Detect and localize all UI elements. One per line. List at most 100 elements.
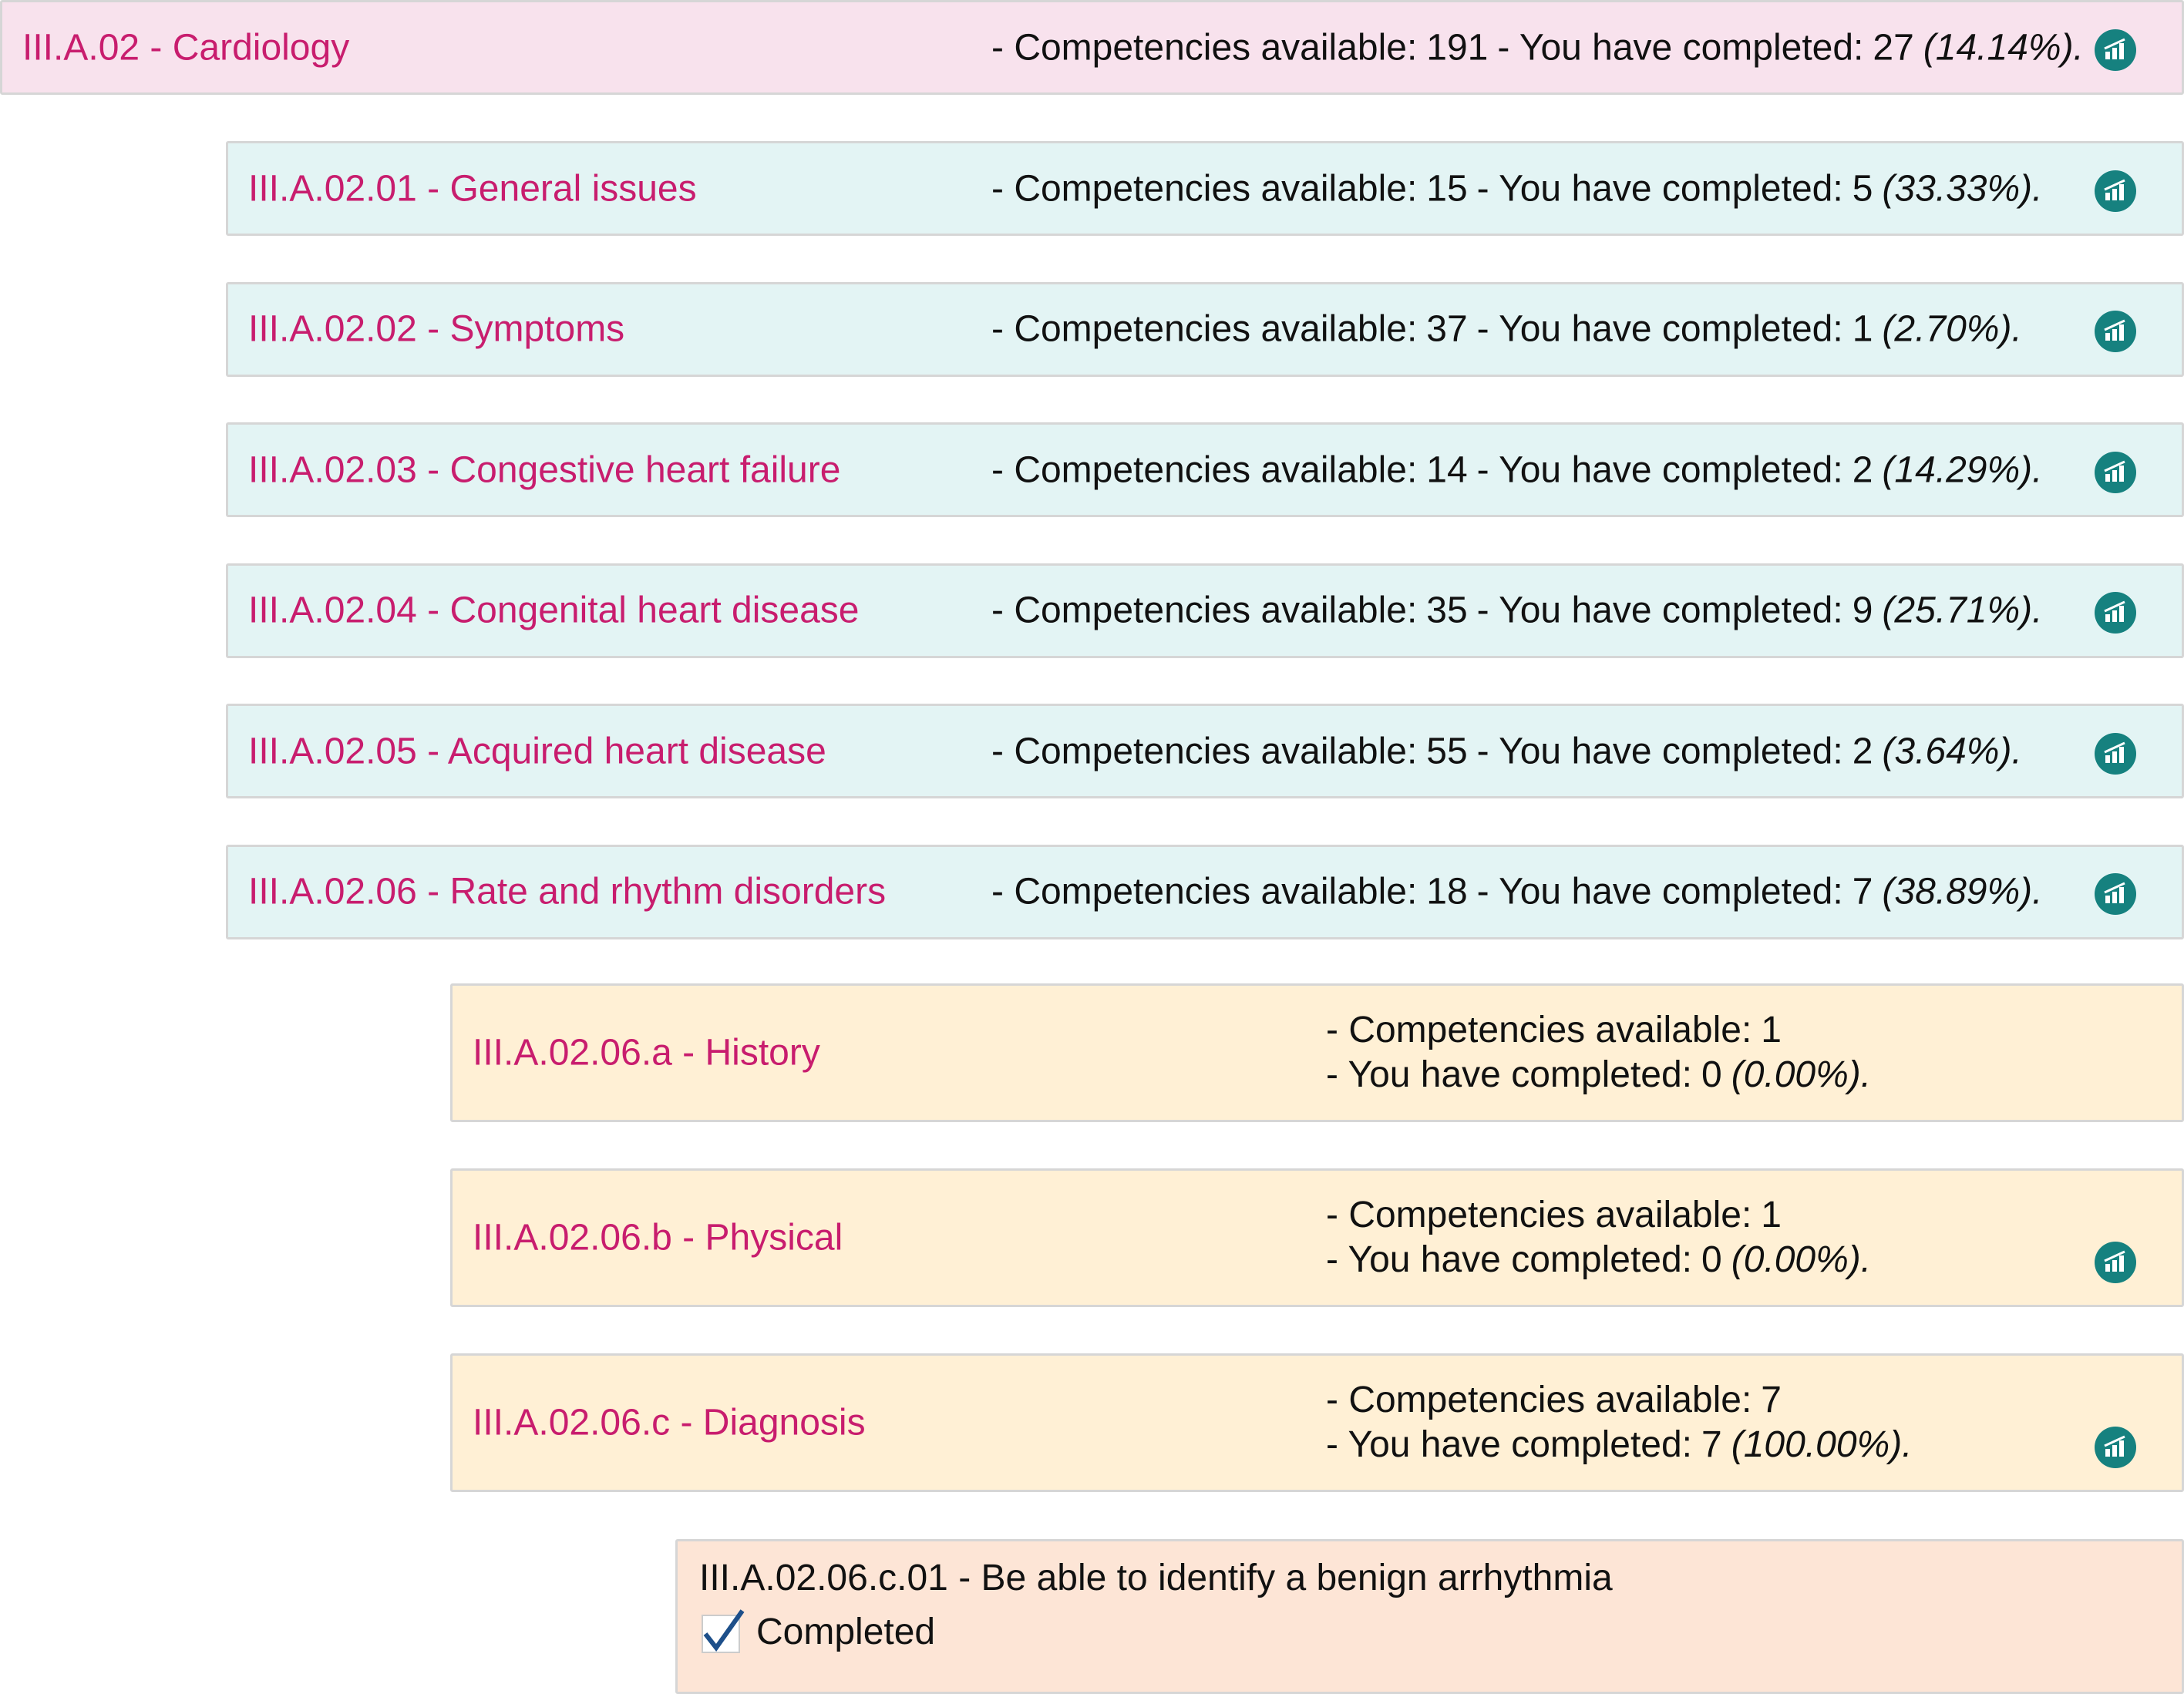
completed-label: - You have completed: (1326, 1054, 1693, 1095)
report-icon[interactable] (2094, 732, 2137, 775)
completed-label: - You have completed: (1326, 1239, 1693, 1280)
report-icon[interactable] (2094, 170, 2137, 213)
stats-line: - You have completed: 0 (0.00%). (1326, 1053, 1880, 1097)
stats-line: - You have completed: 7 (100.00%). (1326, 1423, 1922, 1467)
available-label: - Competencies available: (1326, 1380, 1752, 1420)
percent: (100.00%). (1731, 1424, 1913, 1465)
report-icon[interactable] (2094, 1426, 2137, 1469)
report-icon[interactable] (2094, 1241, 2137, 1284)
topic-title[interactable]: III.A.02.06.b - Physical (473, 1217, 843, 1259)
stats-line: - You have completed: 0 (0.00%). (1326, 1238, 1880, 1282)
topic-title[interactable]: III.A.02.06.a - History (473, 1032, 820, 1074)
available-count: 1 (1761, 1195, 1782, 1235)
completed-label: - You have completed: (1476, 449, 1843, 490)
topic-row: III.A.02.06 - Rate and rhythm disorders -… (226, 844, 2184, 939)
status-text: Completed (756, 1611, 936, 1652)
topic-row: III.A.02.04 - Congenital heart disease - … (226, 563, 2184, 658)
stats: - Competencies available: 7- You have com… (1326, 1378, 1922, 1467)
available-label: - Competencies available: (991, 449, 1418, 490)
percent: (2.70%). (1882, 308, 2022, 350)
percent: (38.89%). (1882, 871, 2043, 913)
percent: (0.00%). (1731, 1239, 1872, 1280)
completed-count: 27 (1873, 27, 1914, 68)
stats: - Competencies available: 191- You have c… (991, 26, 2093, 69)
percent: (25.71%). (1882, 590, 2043, 631)
topic-row: III.A.02.06.c - Diagnosis - Competencies … (450, 1353, 2184, 1492)
available-count: 14 (1426, 449, 1468, 490)
topic-title[interactable]: III.A.02.05 - Acquired heart disease (248, 731, 826, 771)
completed-label: - You have completed: (1326, 1424, 1693, 1465)
completed-count: 0 (1701, 1239, 1722, 1280)
completed-count: 2 (1852, 449, 1873, 490)
topic-title[interactable]: III.A.02.04 - Congenital heart disease (248, 590, 860, 631)
completed-label: - You have completed: (1476, 168, 1843, 209)
available-count: 7 (1761, 1380, 1782, 1420)
available-count: 55 (1426, 731, 1468, 771)
available-label: - Competencies available: (1326, 1010, 1752, 1050)
available-count: 1 (1761, 1010, 1782, 1050)
report-icon[interactable] (2094, 451, 2137, 494)
completed-count: 5 (1852, 168, 1873, 209)
stats-line: - Competencies available: 7 (1326, 1378, 1922, 1423)
stats: - Competencies available: 18- You have co… (991, 871, 2052, 913)
available-count: 37 (1426, 308, 1468, 350)
available-label: - Competencies available: (991, 871, 1418, 913)
report-icon[interactable] (2094, 310, 2137, 353)
completed-label: - You have completed: (1476, 308, 1843, 350)
competency-row: III.A.02.06.c.01 - Be able to identify a… (675, 1539, 2184, 1694)
available-label: - Competencies available: (991, 168, 1418, 209)
percent: (33.33%). (1882, 168, 2043, 209)
completed-count: 7 (1701, 1424, 1722, 1465)
stats-line: - Competencies available: 1 (1326, 1193, 1880, 1238)
topic-row: III.A.02 - Cardiology - Competencies avai… (0, 0, 2184, 95)
topic-row: III.A.02.05 - Acquired heart disease - Co… (226, 704, 2184, 798)
topic-row: III.A.02.03 - Congestive heart failure - … (226, 422, 2184, 517)
completed-count: 2 (1852, 731, 1873, 771)
percent: (14.14%). (1923, 27, 2084, 68)
percent: (14.29%). (1882, 449, 2043, 490)
available-count: 191 (1426, 27, 1489, 68)
stats: - Competencies available: 1- You have com… (1326, 1008, 1880, 1097)
completed-count: 0 (1701, 1054, 1722, 1095)
check-icon (702, 1609, 745, 1653)
available-label: - Competencies available: (991, 308, 1418, 350)
stats: - Competencies available: 15- You have co… (991, 167, 2052, 210)
stats: - Competencies available: 1- You have com… (1326, 1193, 1880, 1282)
completed-count: 1 (1852, 308, 1873, 350)
completed-label: - You have completed: (1497, 27, 1864, 68)
topic-title[interactable]: III.A.02.03 - Congestive heart failure (248, 449, 841, 490)
topic-title[interactable]: III.A.02 - Cardiology (22, 27, 350, 68)
stats: - Competencies available: 37- You have co… (991, 308, 2031, 351)
report-icon[interactable] (2094, 29, 2137, 72)
topic-title[interactable]: III.A.02.01 - General issues (248, 168, 697, 209)
topic-row: III.A.02.02 - Symptoms - Competencies ava… (226, 281, 2184, 377)
completed-label: - You have completed: (1476, 590, 1843, 631)
topic-row: III.A.02.06.b - Physical - Competencies a… (450, 1168, 2184, 1307)
completed-count: 7 (1852, 871, 1873, 913)
completed-label: - You have completed: (1476, 871, 1843, 913)
stats: - Competencies available: 55- You have co… (991, 730, 2031, 772)
report-icon[interactable] (2094, 872, 2137, 916)
percent: (3.64%). (1882, 731, 2022, 771)
topic-row: III.A.02.06.a - History - Competencies av… (450, 983, 2184, 1122)
stats: - Competencies available: 14- You have co… (991, 449, 2052, 491)
report-icon[interactable] (2094, 591, 2137, 634)
available-label: - Competencies available: (1326, 1195, 1752, 1235)
available-count: 35 (1426, 590, 1468, 631)
stats-line: - Competencies available: 1 (1326, 1008, 1880, 1053)
completed-label: - You have completed: (1476, 731, 1843, 771)
topic-row: III.A.02.01 - General issues - Competenci… (226, 141, 2184, 236)
available-count: 15 (1426, 168, 1468, 209)
available-label: - Competencies available: (991, 731, 1418, 771)
available-label: - Competencies available: (991, 27, 1418, 68)
stats: - Competencies available: 35- You have co… (991, 590, 2052, 632)
completed-count: 9 (1852, 590, 1873, 631)
topic-title[interactable]: III.A.02.06.c - Diagnosis (473, 1402, 866, 1444)
competency-title: III.A.02.06.c.01 - Be able to identify a… (699, 1558, 1613, 1598)
topic-title[interactable]: III.A.02.02 - Symptoms (248, 308, 625, 350)
available-count: 18 (1426, 871, 1468, 913)
topic-title[interactable]: III.A.02.06 - Rate and rhythm disorders (248, 871, 887, 913)
percent: (0.00%). (1731, 1054, 1872, 1095)
completion-status: Completed (699, 1608, 935, 1655)
